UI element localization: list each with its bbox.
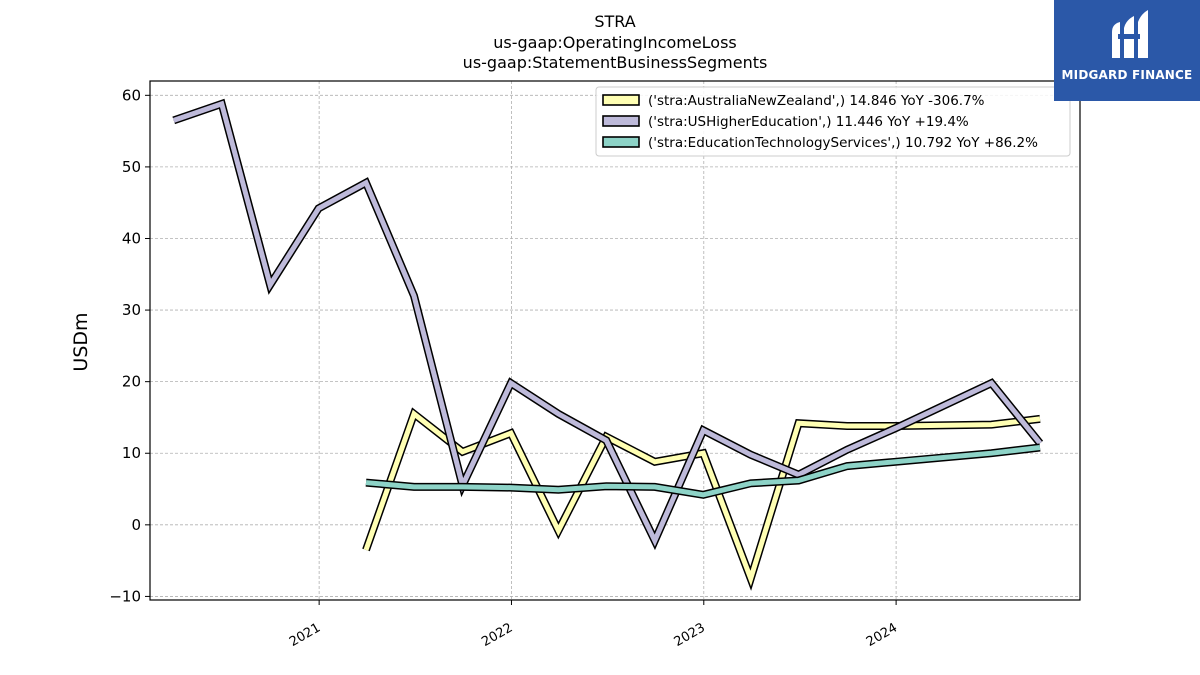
legend-swatch <box>602 115 640 127</box>
x-tick-label: 2021 <box>287 620 323 650</box>
chart-title: STRA us-gaap:OperatingIncomeLoss us-gaap… <box>463 12 768 72</box>
series-line-stroke <box>172 100 1042 547</box>
axes: −10 0 10 20 30 40 50 60 2021 2022 2023 2024 <box>109 86 900 650</box>
series-line-1 <box>172 98 1044 551</box>
legend-label: ('stra:AustraliaNewZealand',) 14.846 YoY… <box>648 93 985 109</box>
series-line-0 <box>362 407 1041 591</box>
brand-logo: MIDGARD FINANCE <box>1054 0 1200 101</box>
midgard-logo-icon <box>1112 10 1148 58</box>
legend-label: ('stra:EducationTechnologyServices',) 10… <box>648 135 1038 151</box>
legend-box <box>595 86 1071 157</box>
series-line-2 <box>365 443 1041 499</box>
y-axis-label: USDm <box>70 312 92 371</box>
legend: ('stra:AustraliaNewZealand',) 14.846 YoY… <box>595 86 1071 157</box>
x-tick-label: 2022 <box>479 620 515 650</box>
chart-title-line-2: us-gaap:OperatingIncomeLoss <box>493 33 737 52</box>
x-tick-label: 2023 <box>672 620 708 650</box>
series-line-stroke <box>363 409 1041 587</box>
legend-label: ('stra:USHigherEducation',) 11.446 YoY +… <box>648 114 969 130</box>
brand-logo-text: MIDGARD FINANCE <box>1061 68 1193 82</box>
series-line-outline <box>172 98 1044 551</box>
chart-title-line-1: STRA <box>594 12 635 31</box>
series-lines <box>172 98 1044 591</box>
y-tick-label: 60 <box>122 86 141 104</box>
legend-swatch <box>602 94 640 106</box>
legend-swatch <box>602 136 640 148</box>
grid-lines <box>150 81 1080 600</box>
y-tick-label: 20 <box>122 373 141 391</box>
plot-frame <box>149 80 1081 601</box>
chart-title-line-3: us-gaap:StatementBusinessSegments <box>463 53 768 72</box>
y-tick-label: 10 <box>122 444 141 462</box>
series-line-stroke <box>365 445 1041 498</box>
y-tick-label: −10 <box>109 587 141 605</box>
x-tick-label: 2024 <box>864 620 900 650</box>
y-tick-label: 0 <box>131 516 141 534</box>
y-tick-label: 30 <box>122 301 141 319</box>
y-tick-label: 40 <box>122 229 141 247</box>
y-tick-label: 50 <box>122 158 141 176</box>
